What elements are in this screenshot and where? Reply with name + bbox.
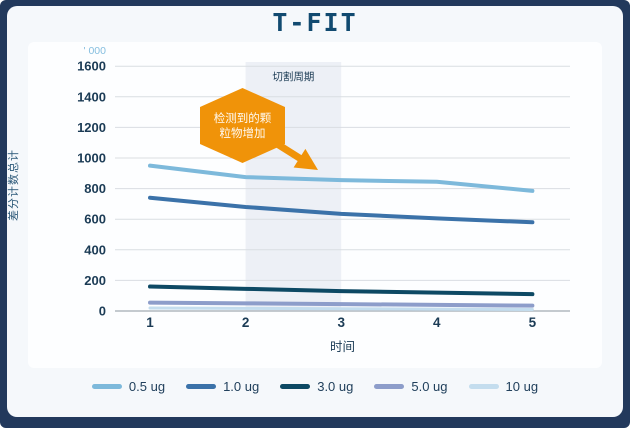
svg-text:5: 5 bbox=[529, 315, 537, 330]
callout-arrow-icon bbox=[293, 148, 318, 170]
chart-card: T-FIT 差分计数总计 切割周期 0 200 400 600 800 1000 1200 14… bbox=[7, 6, 623, 417]
legend-item: 0.5 ug bbox=[91, 378, 166, 394]
svg-text:1400: 1400 bbox=[77, 89, 106, 104]
x-axis-title: 时间 bbox=[330, 340, 355, 354]
svg-text:400: 400 bbox=[84, 242, 106, 257]
svg-text:3: 3 bbox=[337, 315, 345, 330]
svg-text:0: 0 bbox=[99, 304, 106, 319]
svg-text:1000: 1000 bbox=[77, 151, 106, 166]
svg-text:1200: 1200 bbox=[77, 120, 106, 135]
series-line-1_0-ug bbox=[148, 195, 535, 225]
series-line-0_5-ug bbox=[148, 163, 535, 193]
chart-title: T-FIT bbox=[272, 8, 358, 37]
legend-label: 1.0 ug bbox=[223, 378, 260, 394]
svg-text:1: 1 bbox=[146, 315, 154, 330]
legend-item: 5.0 ug bbox=[374, 378, 448, 394]
callout-text-line: 粒物增加 bbox=[220, 126, 266, 140]
svg-text:600: 600 bbox=[84, 212, 106, 227]
chart-panel: 切割周期 0 200 400 600 800 1000 1200 1400 1600 ' 000 1 2… bbox=[28, 42, 602, 368]
svg-text:800: 800 bbox=[84, 181, 106, 196]
y-axis-tick-labels: 0 200 400 600 800 1000 1200 1400 1600 bbox=[77, 59, 106, 319]
legend-swatch-icon bbox=[91, 383, 122, 389]
series-line-10-ug bbox=[148, 306, 534, 311]
cut-cycle-band-label: 切割周期 bbox=[272, 70, 314, 83]
series-line-5_0-ug bbox=[148, 300, 535, 308]
legend-label: 10 ug bbox=[505, 378, 539, 394]
legend: 0.5 ug 1.0 ug 3.0 ug 5.0 ug 10 ug bbox=[7, 377, 623, 395]
hexagon-icon bbox=[200, 88, 285, 163]
legend-label: 0.5 ug bbox=[128, 378, 166, 394]
legend-swatch-icon bbox=[186, 383, 217, 389]
legend-item: 10 ug bbox=[468, 378, 539, 394]
series-line-3_0-ug bbox=[148, 284, 535, 297]
x-axis-tick-labels: 1 2 3 4 5 bbox=[146, 315, 536, 330]
legend-swatch-icon bbox=[280, 383, 311, 389]
svg-text:4: 4 bbox=[433, 315, 441, 330]
legend-swatch-icon bbox=[374, 383, 405, 389]
callout-text-line: 检测到的颗 bbox=[214, 111, 272, 125]
y-axis-unit-label: ' 000 bbox=[84, 45, 107, 57]
legend-item: 1.0 ug bbox=[186, 379, 259, 394]
svg-text:2: 2 bbox=[242, 315, 250, 330]
svg-text:1600: 1600 bbox=[77, 59, 106, 74]
legend-label: 5.0 ug bbox=[411, 378, 448, 394]
line-chart: 切割周期 0 200 400 600 800 1000 1200 1400 1600 ' 000 1 2… bbox=[77, 45, 570, 354]
y-axis-title: 差分计数总计 bbox=[8, 149, 20, 221]
gridlines bbox=[115, 65, 570, 312]
svg-text:200: 200 bbox=[84, 273, 106, 288]
legend-label: 3.0 ug bbox=[317, 378, 354, 394]
legend-item: 3.0 ug bbox=[280, 379, 353, 394]
legend-swatch-icon bbox=[468, 383, 499, 389]
